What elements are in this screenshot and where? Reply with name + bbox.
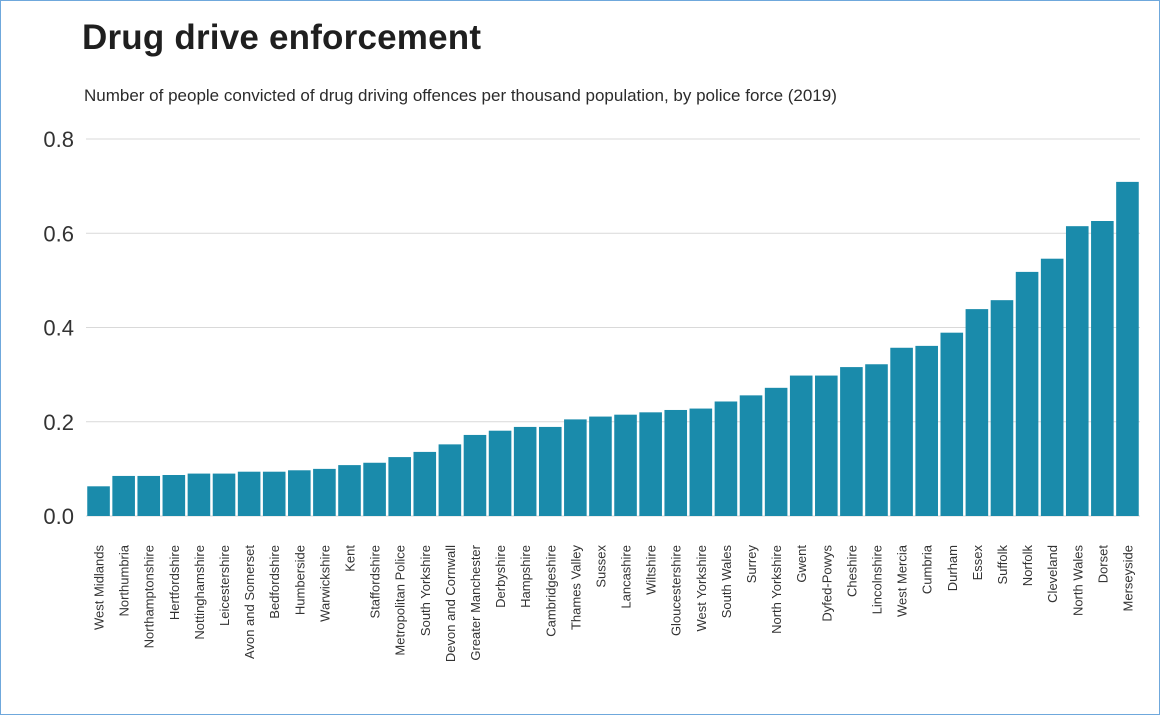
x-tick-label: South Wales xyxy=(719,545,734,619)
bar xyxy=(488,430,512,516)
x-tick-label: Cumbria xyxy=(920,544,935,594)
x-axis-tick-labels: West Midlands Northumbria Northamptonshire… xyxy=(92,544,1136,662)
x-tick-label: West Midlands xyxy=(92,545,107,631)
x-tick-label: Northumbria xyxy=(117,544,132,616)
x-tick-label: Surrey xyxy=(744,545,759,584)
bar xyxy=(890,347,913,516)
x-tick-label: Hertfordshire xyxy=(167,545,182,620)
bar xyxy=(363,462,386,516)
bar xyxy=(564,419,587,516)
x-tick-label: Devon and Cornwall xyxy=(443,545,458,662)
bar xyxy=(714,401,738,516)
x-tick-label: Suffolk xyxy=(995,545,1010,585)
x-tick-label: Lancashire xyxy=(619,545,634,609)
x-tick-label: Dyfed-Powys xyxy=(819,545,834,622)
bar xyxy=(187,473,211,516)
bar xyxy=(212,473,236,516)
gridlines xyxy=(86,138,1140,517)
bar xyxy=(990,300,1014,516)
bar xyxy=(288,470,311,516)
x-tick-label: South Yorkshire xyxy=(418,545,433,636)
y-tick-label: 0.4 xyxy=(43,316,74,341)
bar xyxy=(689,408,713,516)
bar xyxy=(413,451,437,516)
x-tick-label: North Yorkshire xyxy=(769,545,784,634)
x-tick-label: Cambridgeshire xyxy=(543,545,558,637)
bar xyxy=(589,416,612,516)
bar xyxy=(162,475,186,516)
bar xyxy=(940,332,964,516)
bar xyxy=(789,375,813,516)
x-tick-label: West Mercia xyxy=(895,544,910,617)
bar xyxy=(313,468,336,517)
bar xyxy=(915,345,938,516)
x-tick-label: Avon and Somerset xyxy=(242,545,257,659)
bar xyxy=(764,387,788,516)
y-tick-label: 0.0 xyxy=(43,504,74,529)
bars xyxy=(87,181,1139,517)
x-tick-label: Norfolk xyxy=(1020,545,1035,587)
x-tick-label: Leicestershire xyxy=(217,545,232,626)
bar xyxy=(137,475,161,516)
bar xyxy=(112,475,135,516)
x-tick-label: Staffordshire xyxy=(368,545,383,618)
bar xyxy=(262,471,286,516)
x-tick-label: Dorset xyxy=(1095,545,1110,584)
y-axis-tick-labels: 0.0 0.2 0.4 0.6 0.8 xyxy=(43,127,74,529)
bar xyxy=(614,414,637,516)
bar xyxy=(1015,271,1039,516)
x-tick-label: Gwent xyxy=(794,545,809,583)
bar xyxy=(388,457,411,516)
x-tick-label: Derbyshire xyxy=(493,545,508,608)
x-tick-label: Merseyside xyxy=(1120,545,1135,611)
x-tick-label: Northamptonshire xyxy=(142,545,157,648)
bar xyxy=(815,375,838,516)
bar xyxy=(1116,181,1139,516)
x-tick-label: Essex xyxy=(970,545,985,581)
bar xyxy=(438,444,462,516)
x-tick-label: North Wales xyxy=(1070,545,1085,617)
y-tick-label: 0.6 xyxy=(43,221,74,246)
bar xyxy=(664,409,688,516)
x-tick-label: Sussex xyxy=(593,545,608,588)
chart-title: Drug drive enforcement xyxy=(82,18,482,57)
bar xyxy=(965,309,989,516)
x-tick-label: Metropolitan Police xyxy=(393,545,408,656)
x-tick-label: Lincolnshire xyxy=(870,545,885,614)
bar xyxy=(513,426,537,516)
x-tick-label: West Yorkshire xyxy=(694,545,709,631)
x-tick-label: Greater Manchester xyxy=(468,544,483,660)
bar xyxy=(639,412,662,516)
y-tick-label: 0.8 xyxy=(43,127,74,152)
x-tick-label: Thames Valley xyxy=(568,545,583,631)
bar xyxy=(237,471,261,516)
x-tick-label: Nottinghamshire xyxy=(192,545,207,640)
bar xyxy=(840,367,863,516)
x-tick-label: Cleveland xyxy=(1045,545,1060,603)
bar xyxy=(538,426,562,516)
bar xyxy=(1065,226,1089,516)
bar xyxy=(463,434,487,516)
chart-subtitle: Number of people convicted of drug drivi… xyxy=(84,86,837,105)
bar xyxy=(865,364,888,516)
x-tick-label: Humberside xyxy=(292,545,307,615)
bar xyxy=(338,465,361,516)
x-tick-label: Wiltshire xyxy=(644,545,659,595)
bar xyxy=(1040,258,1064,516)
x-tick-label: Kent xyxy=(343,545,358,572)
x-tick-label: Bedfordshire xyxy=(267,545,282,619)
x-tick-label: Durham xyxy=(945,545,960,591)
x-tick-label: Cheshire xyxy=(844,545,859,597)
bar xyxy=(87,486,110,516)
x-tick-label: Gloucestershire xyxy=(669,545,684,636)
x-tick-label: Hampshire xyxy=(518,545,533,608)
bar xyxy=(739,395,763,516)
y-tick-label: 0.2 xyxy=(43,410,74,435)
bar xyxy=(1091,221,1114,516)
x-tick-label: Warwickshire xyxy=(317,545,332,622)
